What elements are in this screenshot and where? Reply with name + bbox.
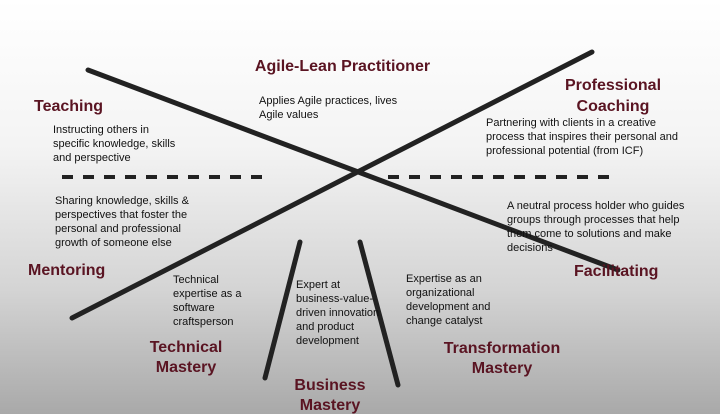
technical-mastery-title: Technical Mastery — [149, 339, 223, 376]
business-mastery-description: Expert at business-value-driven innovati… — [296, 279, 380, 347]
transformation-mastery-title: Transformation Mastery — [443, 340, 561, 377]
facilitating-description: A neutral process holder who guides grou… — [507, 200, 685, 254]
agile-lean-practitioner-title: Agile-Lean Practitioner — [254, 58, 431, 75]
facilitating-title: Facilitating — [574, 263, 659, 280]
mentoring-description: Sharing knowledge, skills & perspectives… — [55, 195, 189, 249]
agile-lean-practitioner-description: Applies Agile practices, lives Agile val… — [259, 95, 398, 121]
teaching-title: Teaching — [34, 98, 104, 115]
diagonal-line-right-to-left — [69, 49, 595, 321]
technical-mastery-description: Technical expertise as a software crafts… — [173, 274, 242, 328]
professional-coaching-title: Professional Coaching — [564, 77, 662, 115]
transformation-mastery-description: Expertise as an organizational developme… — [406, 273, 491, 327]
professional-coaching-description: Partnering with clients in a creative pr… — [486, 117, 678, 157]
teaching-description: Instructing others in specific knowledge… — [53, 124, 176, 164]
divider-transformation — [357, 239, 401, 388]
business-mastery-title: Business Mastery — [294, 377, 366, 414]
diagonal-line-left-to-right — [85, 67, 621, 273]
mentoring-title: Mentoring — [28, 262, 106, 279]
divider-technical — [262, 239, 303, 381]
